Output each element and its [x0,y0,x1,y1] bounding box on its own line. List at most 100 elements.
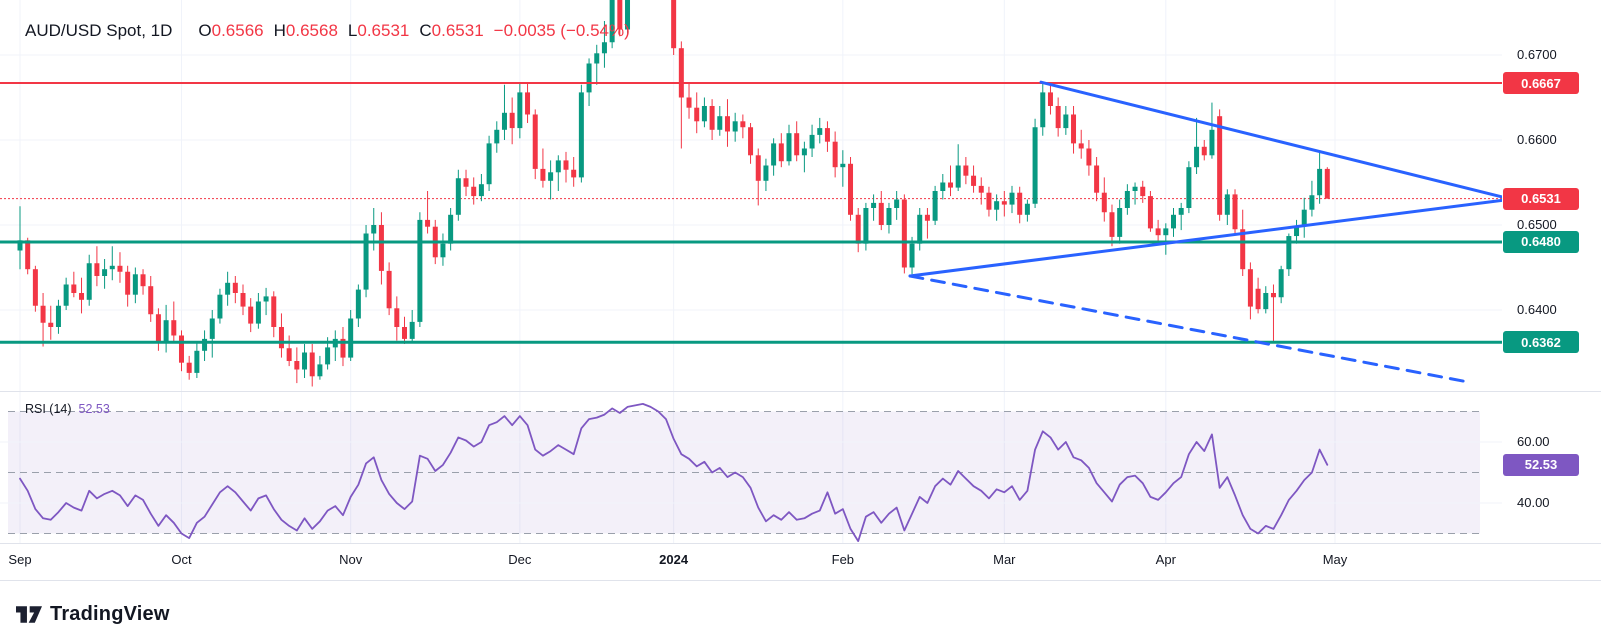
triangle-trendline[interactable] [908,198,1502,278]
rsi-indicator-value: 52.53 [78,402,110,416]
candle-body [355,289,361,319]
price-axis-label: 0.6600 [1517,131,1557,147]
candle-body [102,269,108,276]
candle-body [886,207,892,225]
candle-body [532,114,538,169]
candle-body [909,243,915,268]
candle-body [848,163,854,215]
candle-body [609,0,615,43]
candle-body [1047,92,1053,106]
candle-body [1247,269,1253,307]
price-axis-label: 0.6500 [1517,216,1557,232]
candle-body [986,192,992,210]
candle-body [494,129,500,144]
candle-body [79,292,85,300]
candle-body [617,0,623,30]
candle-body [448,214,454,244]
candle-body [225,282,231,295]
tradingview-logo-icon [16,606,42,623]
candle-body [786,133,792,162]
candle-body [1032,127,1038,204]
candle-body [1132,186,1138,191]
candle-body [309,352,315,377]
time-axis-label: Sep [8,552,32,567]
candle-body [1232,194,1238,230]
rsi-axis-label: 60.00 [1517,434,1550,449]
candle-body [171,320,177,336]
candle-body [1217,116,1223,215]
candle-body [278,326,284,349]
candle-body [425,219,431,227]
open-value: 0.6566 [211,21,264,40]
candle-body [178,335,184,363]
candle-body [1101,192,1107,213]
candle-body [325,347,331,365]
triangle-trendline[interactable] [1039,80,1502,199]
price-level-badge: 0.6480 [1503,230,1579,253]
candle-body [25,240,31,270]
candle-body [709,105,715,130]
time-axis-scale[interactable]: Sep Oct Nov Dec 2024 Feb Mar Apr May [0,544,1601,580]
candle-body [202,338,208,351]
rsi-indicator-name: RSI (14) [25,402,72,416]
candle-body [1301,209,1307,226]
candle-body [947,182,953,188]
candle-body [1040,92,1046,128]
tradingview-attribution[interactable]: TradingView [16,603,170,626]
price-level-badge: 0.6667 [1503,72,1579,95]
candle-body [863,207,869,244]
rsi-legend: RSI (14) 52.53 [25,402,110,416]
time-axis-label: Dec [508,552,532,567]
candle-body [17,240,23,251]
rsi-pane[interactable] [0,391,1502,543]
candle-body [932,190,938,221]
candle-body [1078,143,1084,149]
candle-body [271,296,277,327]
candle-body [1063,114,1069,129]
candle-body [501,112,507,130]
candle-body [917,214,923,244]
candle-body [471,186,477,197]
pane-separator[interactable] [0,391,1601,392]
candle-body [1209,129,1215,156]
rsi-chart-canvas[interactable] [0,391,1502,543]
candle-body [348,318,354,358]
candle-body [1286,236,1292,270]
candle-body [1124,190,1130,208]
candle-body [1163,228,1169,236]
candle-body [1009,192,1015,205]
candle-body [625,0,631,30]
candle-body [994,201,1000,210]
candle-body [71,284,77,293]
candle-body [1109,212,1115,237]
candle-body [478,184,484,197]
candle-body [832,141,838,168]
low-label: L [347,21,358,40]
tradingview-brand-text: TradingView [50,603,170,625]
price-pane[interactable] [0,0,1502,391]
candle-body [1317,168,1323,196]
close-value: 0.6531 [431,21,484,40]
candle-body [824,128,830,142]
price-level-badge: 0.6531 [1503,187,1579,210]
candle-body [755,155,761,181]
dashed-trendline[interactable] [908,274,1467,383]
candle-body [378,224,384,271]
candle-body [240,292,246,307]
candle-body [855,214,861,244]
candle-body [540,168,546,181]
candle-body [1140,186,1146,197]
candle-body [955,165,961,188]
candle-body [263,296,269,302]
price-axis-label: 0.6700 [1517,46,1557,62]
candle-body [1094,165,1100,193]
price-axis-scale[interactable]: 0.6700 0.6600 0.6500 0.6400 0.6667 0.6531 0.64… [1502,0,1601,580]
price-chart-canvas[interactable] [0,0,1502,391]
candle-body [1270,292,1276,298]
time-axis-label: Mar [993,552,1016,567]
candle-body [294,360,300,370]
candlestick-series [17,0,1330,387]
candle-body [132,274,138,295]
candle-body [1024,203,1030,215]
candle-body [1086,148,1092,166]
